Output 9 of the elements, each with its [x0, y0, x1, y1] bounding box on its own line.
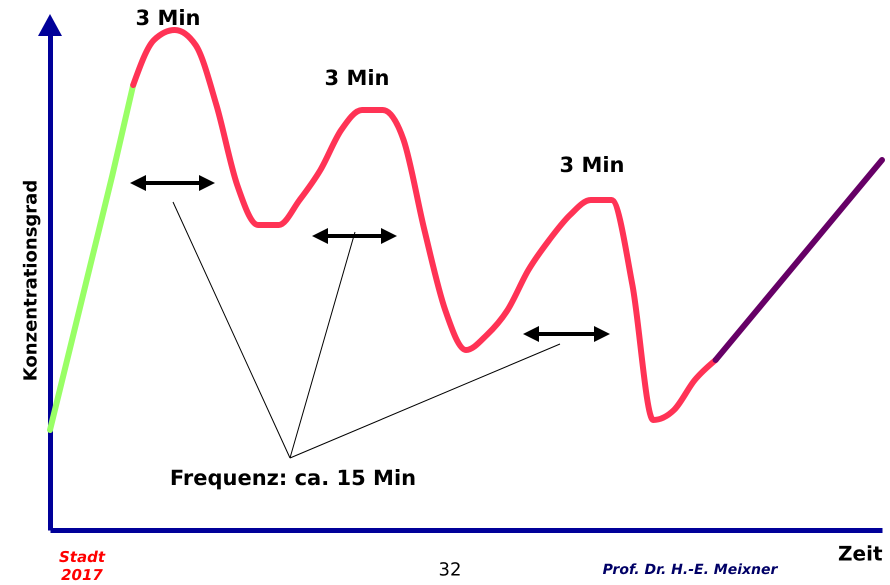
annotation: 3 Min — [560, 153, 624, 177]
y-axis-title: Konzentrationsgrad — [20, 180, 42, 382]
text: Prof. Dr. H.-E. Meixner — [602, 562, 778, 578]
annotation: Frequenz: ca. 15 Min — [170, 466, 416, 490]
x-axis-title: Zeit — [838, 542, 883, 566]
text: Stadt 2017 — [58, 548, 106, 584]
text: 32 — [438, 560, 462, 580]
annotation: 3 Min — [324, 66, 390, 90]
annotation: 3 Min — [136, 6, 200, 30]
